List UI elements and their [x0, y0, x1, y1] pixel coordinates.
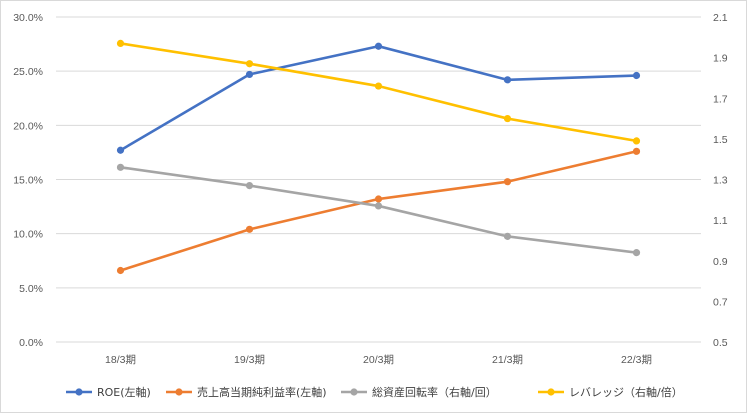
- x-axis-tick-label: 19/3期: [234, 354, 265, 366]
- data-point: [245, 60, 254, 68]
- left-axis-tick-label: 0.0%: [19, 337, 43, 349]
- data-point: [503, 178, 512, 186]
- x-axis-tick-label: 18/3期: [105, 354, 136, 366]
- data-point: [116, 163, 125, 171]
- right-axis-tick-label: 1.3: [713, 175, 728, 187]
- data-point: [116, 266, 125, 275]
- right-axis-tick-label: 0.5: [713, 337, 728, 349]
- left-axis-tick-label: 15.0%: [13, 175, 43, 187]
- left-axis-tick-label: 30.0%: [13, 12, 43, 24]
- right-axis-tick-label: 1.1: [713, 215, 728, 227]
- x-axis-tick-label: 21/3期: [492, 354, 523, 366]
- series-line: [119, 166, 638, 254]
- x-axis-tick-label: 20/3期: [363, 354, 394, 366]
- right-axis-tick-label: 1.5: [713, 134, 728, 146]
- data-point: [374, 202, 383, 210]
- series-line: [119, 44, 638, 152]
- legend-label: 総資産回転率（右軸/回）: [372, 385, 497, 399]
- data-point: [374, 82, 383, 90]
- legend-marker: [75, 388, 83, 396]
- data-point: [503, 232, 512, 240]
- data-point: [503, 76, 512, 84]
- data-point: [245, 181, 254, 190]
- legend-marker: [547, 388, 555, 396]
- left-axis-tick-label: 10.0%: [13, 229, 43, 241]
- data-point: [632, 147, 641, 155]
- data-point: [116, 39, 125, 48]
- series-line: [119, 42, 638, 143]
- right-axis-tick-label: 1.9: [713, 53, 728, 65]
- left-axis-tick-label: 20.0%: [13, 120, 43, 132]
- x-axis-tick-label: 22/3期: [621, 354, 652, 366]
- data-point: [632, 249, 641, 257]
- data-point: [632, 71, 641, 80]
- data-point: [632, 137, 641, 145]
- legend-label: ROE(左軸): [97, 385, 151, 399]
- legend-marker: [350, 388, 358, 396]
- legend-marker: [175, 388, 183, 396]
- series-line: [119, 150, 638, 272]
- right-axis-tick-label: 0.9: [713, 256, 728, 268]
- legend-label: 売上高当期純利益率(左軸): [197, 385, 327, 399]
- right-axis-tick-label: 2.1: [713, 12, 728, 24]
- right-axis-tick-label: 1.7: [713, 93, 728, 105]
- data-point: [116, 146, 125, 154]
- left-axis-tick-label: 25.0%: [13, 66, 43, 78]
- legend-label: レバレッジ（右軸/倍）: [569, 385, 683, 399]
- left-axis-tick-label: 5.0%: [19, 283, 43, 295]
- data-point: [503, 114, 512, 123]
- right-axis-tick-label: 0.7: [713, 296, 728, 308]
- data-point: [245, 70, 254, 79]
- data-point: [374, 42, 383, 50]
- data-point: [374, 195, 383, 203]
- data-point: [245, 225, 254, 233]
